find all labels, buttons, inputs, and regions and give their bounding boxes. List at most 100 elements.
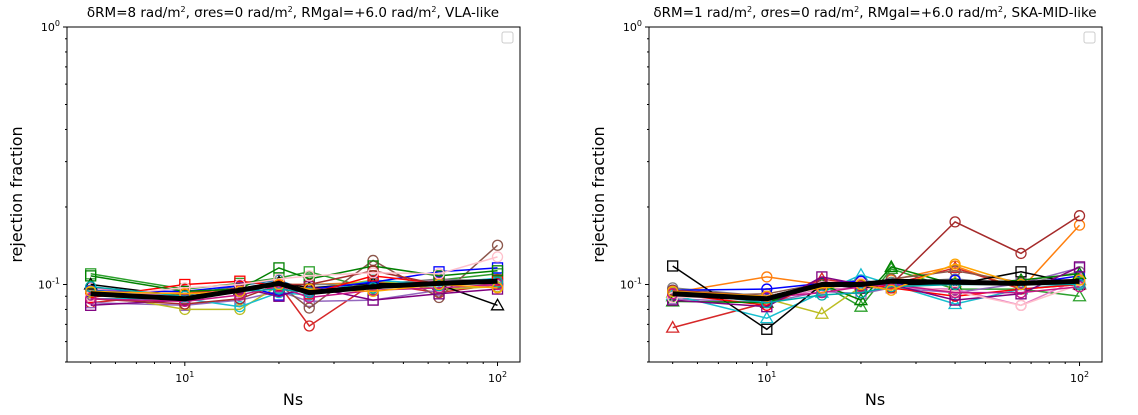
series-marker <box>667 291 679 304</box>
x-axis-label: Ns <box>283 390 303 409</box>
series-marker <box>491 265 504 277</box>
series-marker <box>1072 266 1087 279</box>
mean-series-line <box>90 278 498 302</box>
tick-exponent: 0 <box>637 19 642 28</box>
title-part: , RMgal=+6.0 rad/m <box>293 5 432 21</box>
series-marker <box>1073 219 1086 231</box>
series-marker <box>303 320 315 332</box>
series-marker <box>490 298 505 311</box>
x-tick-label: 102 <box>1070 370 1089 385</box>
title-superscript: 2 <box>180 5 185 14</box>
title-superscript: 2 <box>431 5 436 14</box>
series-marker <box>303 266 315 278</box>
series-marker <box>85 293 97 305</box>
y-tick-label: 10-1 <box>620 276 642 291</box>
series-marker <box>853 292 869 306</box>
series-marker <box>491 239 504 251</box>
chart-panel-1: δRM=8 rad/m2, σres=0 rad/m2, RMgal=+6.0 … <box>7 5 521 409</box>
title-part: δRM=1 rad/m <box>653 5 747 21</box>
series-marker <box>814 306 829 319</box>
series-marker <box>303 270 315 282</box>
series-marker <box>761 283 773 295</box>
series-marker <box>885 284 897 296</box>
series-marker <box>665 320 680 333</box>
legend-box <box>1083 31 1096 44</box>
tick-base: 10 <box>175 372 189 385</box>
series-marker <box>234 303 246 316</box>
series-marker <box>1073 261 1086 273</box>
title-part: , VLA-like <box>436 5 499 21</box>
chart-panel-2: δRM=1 rad/m2, σres=0 rad/m2, RMgal=+6.0 … <box>589 5 1103 409</box>
y-tick-label: 10-1 <box>38 276 60 291</box>
series-line <box>90 256 498 298</box>
chart-title: δRM=1 rad/m2, σres=0 rad/m2, RMgal=+6.0 … <box>653 5 1096 21</box>
tick-exponent: 0 <box>55 19 60 28</box>
tick-exponent: 2 <box>1084 370 1089 379</box>
x-tick-label: 101 <box>757 370 776 385</box>
title-part: , σres=0 rad/m <box>752 5 854 21</box>
x-tick-label: 102 <box>488 370 507 385</box>
tick-base: 10 <box>623 21 637 34</box>
title-superscript: 2 <box>998 5 1003 14</box>
tick-exponent: 1 <box>189 370 194 379</box>
mean-series-line <box>672 278 1080 302</box>
title-superscript: 2 <box>854 5 859 14</box>
tick-exponent: -1 <box>634 276 642 285</box>
series-marker <box>667 260 679 272</box>
series-line <box>672 274 1080 319</box>
tick-base: 10 <box>38 278 52 291</box>
series-marker <box>1015 266 1027 278</box>
series-marker <box>234 301 246 313</box>
series-marker <box>179 282 191 294</box>
series-marker <box>884 259 899 273</box>
tick-base: 10 <box>757 372 771 385</box>
series-marker <box>367 267 379 279</box>
series-marker <box>303 295 315 308</box>
y-axis-label: rejection fraction <box>7 126 26 262</box>
series-marker <box>234 293 246 305</box>
series-marker <box>491 251 504 263</box>
legend-box <box>501 31 514 44</box>
axes-frame <box>648 26 1103 363</box>
series-marker <box>1072 288 1087 302</box>
tick-exponent: 1 <box>771 370 776 379</box>
title-part: δRM=8 rad/m <box>87 5 181 21</box>
series-marker <box>947 296 963 310</box>
plot-area <box>665 210 1087 335</box>
series-marker <box>949 286 961 299</box>
series-marker <box>1073 278 1086 291</box>
tick-base: 10 <box>1070 372 1084 385</box>
series-marker <box>433 268 445 280</box>
chart-title: δRM=8 rad/m2, σres=0 rad/m2, RMgal=+6.0 … <box>87 5 499 21</box>
series-marker <box>85 285 97 298</box>
series-marker <box>273 262 285 274</box>
series-marker <box>816 289 828 301</box>
tick-base: 10 <box>41 21 55 34</box>
tick-exponent: 2 <box>502 370 507 379</box>
series-marker <box>1073 210 1086 222</box>
series-marker <box>949 294 961 306</box>
x-axis-label: Ns <box>865 390 885 409</box>
y-tick-label: 100 <box>41 19 60 34</box>
series-marker <box>83 277 98 290</box>
y-axis-label: rejection fraction <box>589 126 608 262</box>
series-marker <box>949 258 961 270</box>
series-marker <box>761 271 773 283</box>
y-tick-label: 100 <box>623 19 642 34</box>
tick-base: 10 <box>620 278 634 291</box>
tick-exponent: -1 <box>52 276 60 285</box>
series-marker <box>85 270 97 282</box>
title-part: , RMgal=+6.0 rad/m <box>859 5 998 21</box>
series-marker <box>85 299 97 311</box>
plot-area <box>83 239 505 332</box>
series-marker <box>433 288 445 300</box>
series-marker <box>179 278 191 291</box>
series-line <box>90 283 498 303</box>
title-superscript: 2 <box>747 5 752 14</box>
x-tick-label: 101 <box>175 370 194 385</box>
title-part: , σres=0 rad/m <box>186 5 288 21</box>
title-part: , SKA-MID-like <box>1003 5 1097 21</box>
series-marker <box>949 216 961 228</box>
series-marker <box>1015 247 1027 260</box>
